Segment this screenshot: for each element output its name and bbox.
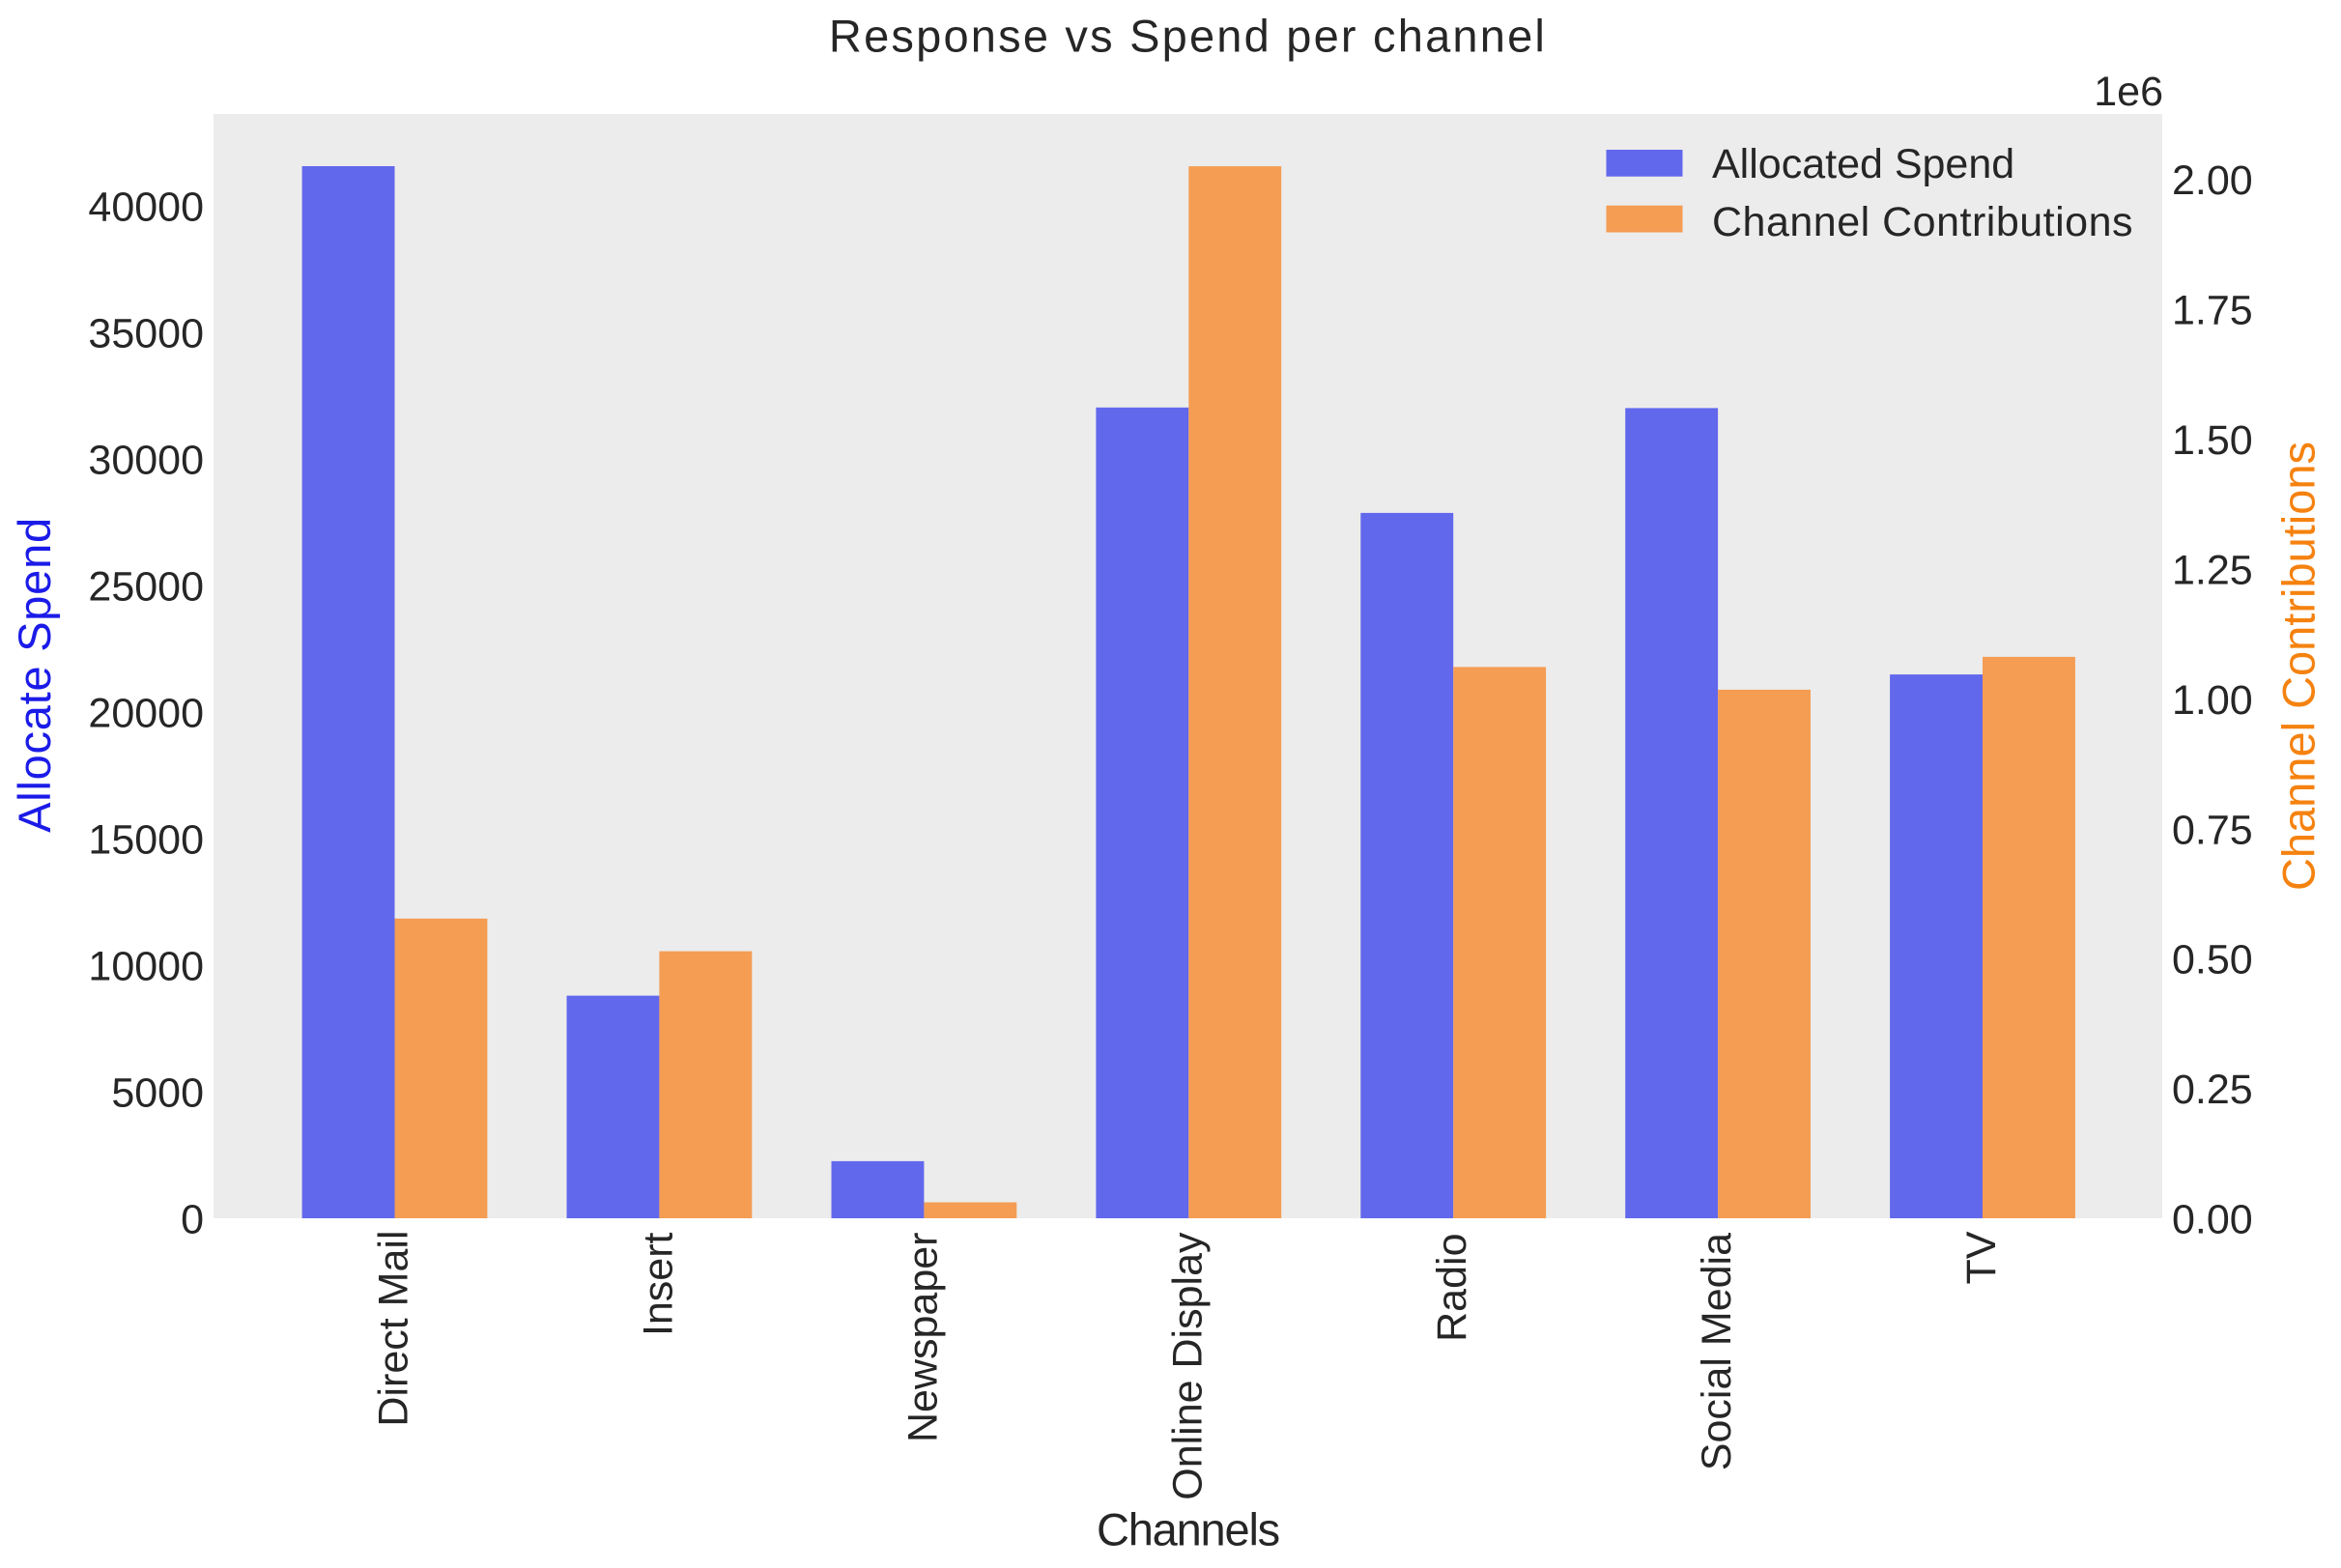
svg-text:25000: 25000 xyxy=(88,564,204,611)
svg-text:2.00: 2.00 xyxy=(2172,157,2253,204)
svg-text:TV: TV xyxy=(1958,1231,2005,1284)
svg-text:Direct Mail: Direct Mail xyxy=(371,1231,417,1427)
svg-text:1.25: 1.25 xyxy=(2172,547,2253,593)
svg-text:Channels: Channels xyxy=(1097,1503,1279,1554)
svg-text:35000: 35000 xyxy=(88,311,204,357)
svg-text:0: 0 xyxy=(181,1197,204,1243)
svg-text:1e6: 1e6 xyxy=(2094,69,2163,115)
svg-text:0.00: 0.00 xyxy=(2172,1197,2253,1243)
svg-text:0.25: 0.25 xyxy=(2172,1067,2253,1113)
svg-text:40000: 40000 xyxy=(88,185,204,231)
svg-text:15000: 15000 xyxy=(88,817,204,864)
svg-text:1.00: 1.00 xyxy=(2172,677,2253,724)
svg-text:Allocated Spend: Allocated Spend xyxy=(1712,141,2014,187)
svg-text:0.75: 0.75 xyxy=(2172,807,2253,853)
svg-text:0.50: 0.50 xyxy=(2172,937,2253,984)
svg-text:1.50: 1.50 xyxy=(2172,417,2253,464)
svg-text:Radio: Radio xyxy=(1429,1234,1475,1342)
svg-text:30000: 30000 xyxy=(88,438,204,484)
svg-text:1.75: 1.75 xyxy=(2172,288,2253,334)
svg-text:Insert: Insert xyxy=(635,1232,681,1336)
svg-text:Response vs Spend per channel: Response vs Spend per channel xyxy=(829,10,1547,61)
svg-text:Social Media: Social Media xyxy=(1694,1233,1740,1470)
svg-text:5000: 5000 xyxy=(111,1070,204,1117)
svg-text:20000: 20000 xyxy=(88,691,204,737)
svg-text:Channel Contributions: Channel Contributions xyxy=(2273,442,2325,891)
svg-text:10000: 10000 xyxy=(88,944,204,990)
svg-text:Allocate Spend: Allocate Spend xyxy=(9,517,60,833)
svg-text:Channel Contributions: Channel Contributions xyxy=(1712,199,2133,245)
svg-text:Newspaper: Newspaper xyxy=(899,1233,946,1443)
svg-text:Online Display: Online Display xyxy=(1164,1232,1211,1500)
